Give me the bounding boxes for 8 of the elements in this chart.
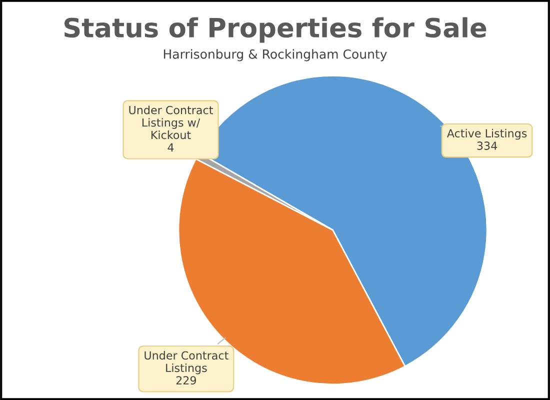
chart-title: Status of Properties for Sale	[64, 17, 486, 43]
data-label: 334	[477, 142, 498, 150]
data-label: 4	[168, 143, 174, 152]
slice-label: Active Listings	[446, 128, 527, 140]
chart-subtitle: Harrisonburg & Rockingham County	[164, 49, 387, 62]
slice-label: Under Contract Listings	[144, 351, 228, 374]
slice-label: Under Contract Listings w/ Kickout	[129, 106, 213, 140]
data-label: 229	[176, 376, 196, 385]
